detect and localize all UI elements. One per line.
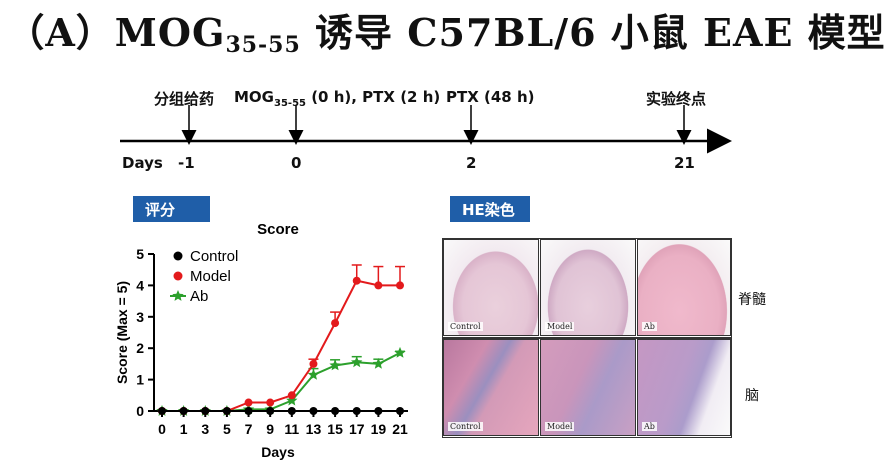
data-point-control <box>179 407 188 415</box>
timeline-tick: -1 <box>178 154 195 172</box>
data-point-model <box>244 398 253 407</box>
he-image-label: Ab <box>642 422 657 431</box>
y-tick-label: 3 <box>136 309 144 325</box>
x-tick-label: 7 <box>245 421 253 437</box>
data-point-control <box>331 407 340 415</box>
data-point-control <box>222 407 231 415</box>
timeline-event-ptx48: PTX (48 h) <box>446 88 535 106</box>
figure-title: （A）MOG35-55 诱导 C57BL/6 小鼠 EAE 模型 <box>6 10 886 58</box>
he-image-label: Ab <box>642 322 657 331</box>
x-tick-label: 5 <box>223 421 231 437</box>
timeline-tick: 21 <box>674 154 695 172</box>
data-point-control <box>287 407 296 415</box>
he-section-tag: HE染色 <box>450 196 530 222</box>
data-point-control <box>244 407 253 415</box>
data-point-ab <box>286 394 298 406</box>
x-tick-label: 11 <box>284 421 299 437</box>
timeline-event-dosing: 分组给药 <box>154 90 215 108</box>
timeline-event-endpoint: 实验终点 <box>646 90 707 108</box>
he-image-label: Control <box>448 322 483 331</box>
timeline-tick: 0 <box>291 154 302 172</box>
timeline-tick: 2 <box>466 154 477 172</box>
chart-title: Score <box>257 221 299 238</box>
timeline-axis-label: Days <box>122 154 163 172</box>
he-image-spinal-control: Control <box>443 239 539 336</box>
data-point-model <box>331 319 340 328</box>
data-point-ab <box>307 368 320 380</box>
x-tick-label: 17 <box>349 421 365 437</box>
he-image-label: Control <box>448 422 483 431</box>
data-point-model <box>309 359 318 368</box>
data-point-model <box>396 281 404 290</box>
x-tick-label: 21 <box>392 421 408 437</box>
he-image-label: Model <box>545 322 575 331</box>
he-image-spinal-ab: Ab <box>637 239 731 336</box>
legend-label: Ab <box>190 288 208 305</box>
x-tick-label: 19 <box>371 421 387 437</box>
y-tick-label: 2 <box>136 340 144 356</box>
data-point-model <box>287 391 296 400</box>
he-image-brain-ab: Ab <box>637 339 731 436</box>
data-point-control <box>201 407 210 415</box>
spinal-cord-panel-row: Control Model Ab <box>442 238 732 338</box>
data-point-control <box>374 407 383 415</box>
y-axis-label: Score (Max = 5) <box>114 281 130 384</box>
data-point-model <box>266 398 275 407</box>
timeline-event-mog: MOG35-55 (0 h), PTX (2 h) <box>234 88 441 109</box>
he-image-brain-model: Model <box>540 339 636 436</box>
he-image-label: Model <box>545 422 575 431</box>
data-point-model <box>352 276 361 285</box>
x-tick-label: 9 <box>266 421 274 437</box>
row-label-brain: 脑 <box>745 388 759 404</box>
data-point-ab <box>329 359 341 371</box>
timeline-svg <box>120 105 732 154</box>
x-tick-label: 3 <box>201 421 209 437</box>
row-label-spinal: 脊髓 <box>738 292 766 308</box>
x-tick-label: 15 <box>327 421 343 437</box>
x-axis-label: Days <box>261 444 295 460</box>
data-point-control <box>396 407 404 415</box>
he-image-brain-control: Control <box>443 339 539 436</box>
x-tick-label: 13 <box>306 421 322 437</box>
y-tick-label: 5 <box>136 246 144 262</box>
legend-label: Model <box>190 268 231 285</box>
y-tick-label: 0 <box>136 403 144 419</box>
data-point-ab <box>394 346 406 358</box>
data-point-model <box>374 281 383 290</box>
score-section-tag: 评分 <box>133 196 210 222</box>
legend-marker <box>173 271 183 281</box>
data-point-control <box>352 407 361 415</box>
series-line-ab <box>162 352 401 412</box>
brain-panel-row: Control Model Ab <box>442 338 732 438</box>
data-point-ab <box>372 357 385 369</box>
x-tick-label: 1 <box>180 421 188 437</box>
legend-label: Control <box>190 248 238 265</box>
y-tick-label: 4 <box>136 277 144 293</box>
he-image-spinal-model: Model <box>540 239 636 336</box>
y-tick-label: 1 <box>136 372 144 388</box>
data-point-control <box>158 407 166 415</box>
x-tick-label: 0 <box>158 421 166 437</box>
data-point-control <box>309 407 318 415</box>
data-point-control <box>266 407 275 415</box>
legend-marker <box>173 251 183 261</box>
data-point-ab <box>351 356 363 368</box>
legend-marker <box>172 290 184 301</box>
